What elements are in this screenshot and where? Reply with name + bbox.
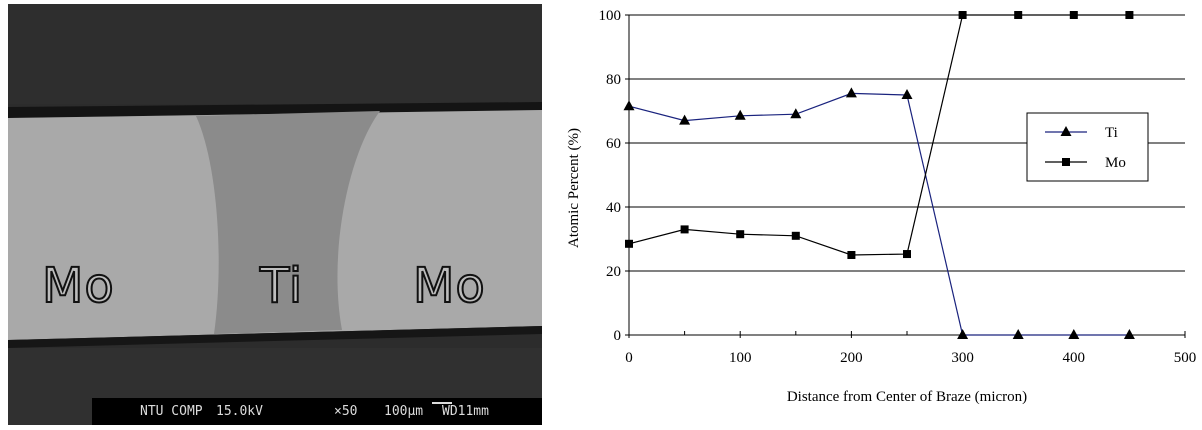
point-mo-400 bbox=[1069, 11, 1078, 19]
point-mo-450 bbox=[1125, 11, 1134, 19]
instrument-text: NTU COMP bbox=[140, 404, 203, 419]
point-ti-400 bbox=[1068, 329, 1080, 339]
x-tick-label-0: 0 bbox=[625, 350, 633, 366]
x-tick-label-300: 300 bbox=[951, 350, 974, 366]
point-ti-250 bbox=[901, 89, 913, 99]
y-tick-label-100: 100 bbox=[599, 8, 622, 24]
point-mo-350 bbox=[1014, 11, 1023, 19]
y-tick-label-20: 20 bbox=[606, 264, 621, 280]
x-tick-label-400: 400 bbox=[1063, 350, 1086, 366]
voltage-text: 15.0kV bbox=[216, 404, 263, 419]
magnification-text: ×50 bbox=[334, 404, 358, 419]
ti-label: Ti bbox=[259, 258, 304, 314]
y-axis-label: Atomic Percent (%) bbox=[566, 128, 582, 248]
x-tick-label-200: 200 bbox=[840, 350, 863, 366]
y-tick-label-80: 80 bbox=[606, 72, 621, 88]
series-line-mo bbox=[628, 14, 1130, 256]
sem-info-bar: NTU COMP 15.0kV ×50 100µm WD11mm bbox=[92, 398, 542, 425]
point-ti-300 bbox=[957, 329, 969, 339]
y-tick-label-60: 60 bbox=[606, 136, 621, 152]
x-tick-label-500: 500 bbox=[1174, 350, 1197, 366]
point-mo-300 bbox=[958, 11, 967, 19]
point-mo-50 bbox=[680, 225, 689, 234]
legend-box bbox=[1026, 112, 1149, 182]
x-tick-label-100: 100 bbox=[729, 350, 752, 366]
point-ti-350 bbox=[1012, 329, 1024, 339]
point-ti-450 bbox=[1123, 329, 1135, 339]
y-tick-label-0: 0 bbox=[614, 328, 622, 344]
point-ti-100 bbox=[734, 109, 746, 120]
scale-bar bbox=[432, 402, 452, 404]
series-layer bbox=[623, 11, 1135, 339]
point-mo-0 bbox=[625, 239, 633, 248]
legend-marker-ti bbox=[1060, 126, 1072, 136]
sem-micrograph: Mo Ti Mo NTU COMP 15.0kV ×50 100µm WD11m… bbox=[8, 4, 542, 425]
series-mo bbox=[625, 11, 1134, 259]
working-distance-text: WD11mm bbox=[442, 404, 489, 419]
point-mo-250 bbox=[903, 250, 911, 259]
point-mo-100 bbox=[736, 230, 745, 239]
series-line-ti bbox=[628, 92, 1130, 336]
point-ti-150 bbox=[790, 108, 802, 119]
legend-label-mo: Mo bbox=[1105, 155, 1126, 171]
legend-label-ti: Ti bbox=[1105, 125, 1118, 141]
y-tick-label-40: 40 bbox=[606, 200, 621, 216]
point-ti-200 bbox=[845, 87, 857, 98]
point-ti-50 bbox=[679, 114, 691, 125]
point-mo-150 bbox=[791, 231, 800, 240]
legend-marker-mo bbox=[1062, 158, 1070, 166]
mo-label-left: Mo bbox=[41, 258, 115, 314]
micrograph-image bbox=[8, 4, 542, 425]
legend: Ti Mo bbox=[1026, 112, 1149, 182]
scale-bar-text: 100µm bbox=[384, 404, 424, 419]
series-ti bbox=[623, 87, 1135, 339]
point-mo-200 bbox=[847, 251, 856, 259]
composition-chart: 0 20 40 60 80 100 0 100 200 300 400 500 Distance fr… bbox=[560, 0, 1202, 425]
chart-svg: 0 20 40 60 80 100 0 100 200 300 400 500 Distance fr… bbox=[566, 8, 1197, 405]
tick-labels: 0 20 40 60 80 100 0 100 200 300 400 500 bbox=[599, 8, 1197, 366]
mo-label-right: Mo bbox=[412, 258, 486, 314]
x-axis-label: Distance from Center of Braze (micron) bbox=[787, 389, 1027, 405]
point-ti-0 bbox=[623, 100, 635, 111]
